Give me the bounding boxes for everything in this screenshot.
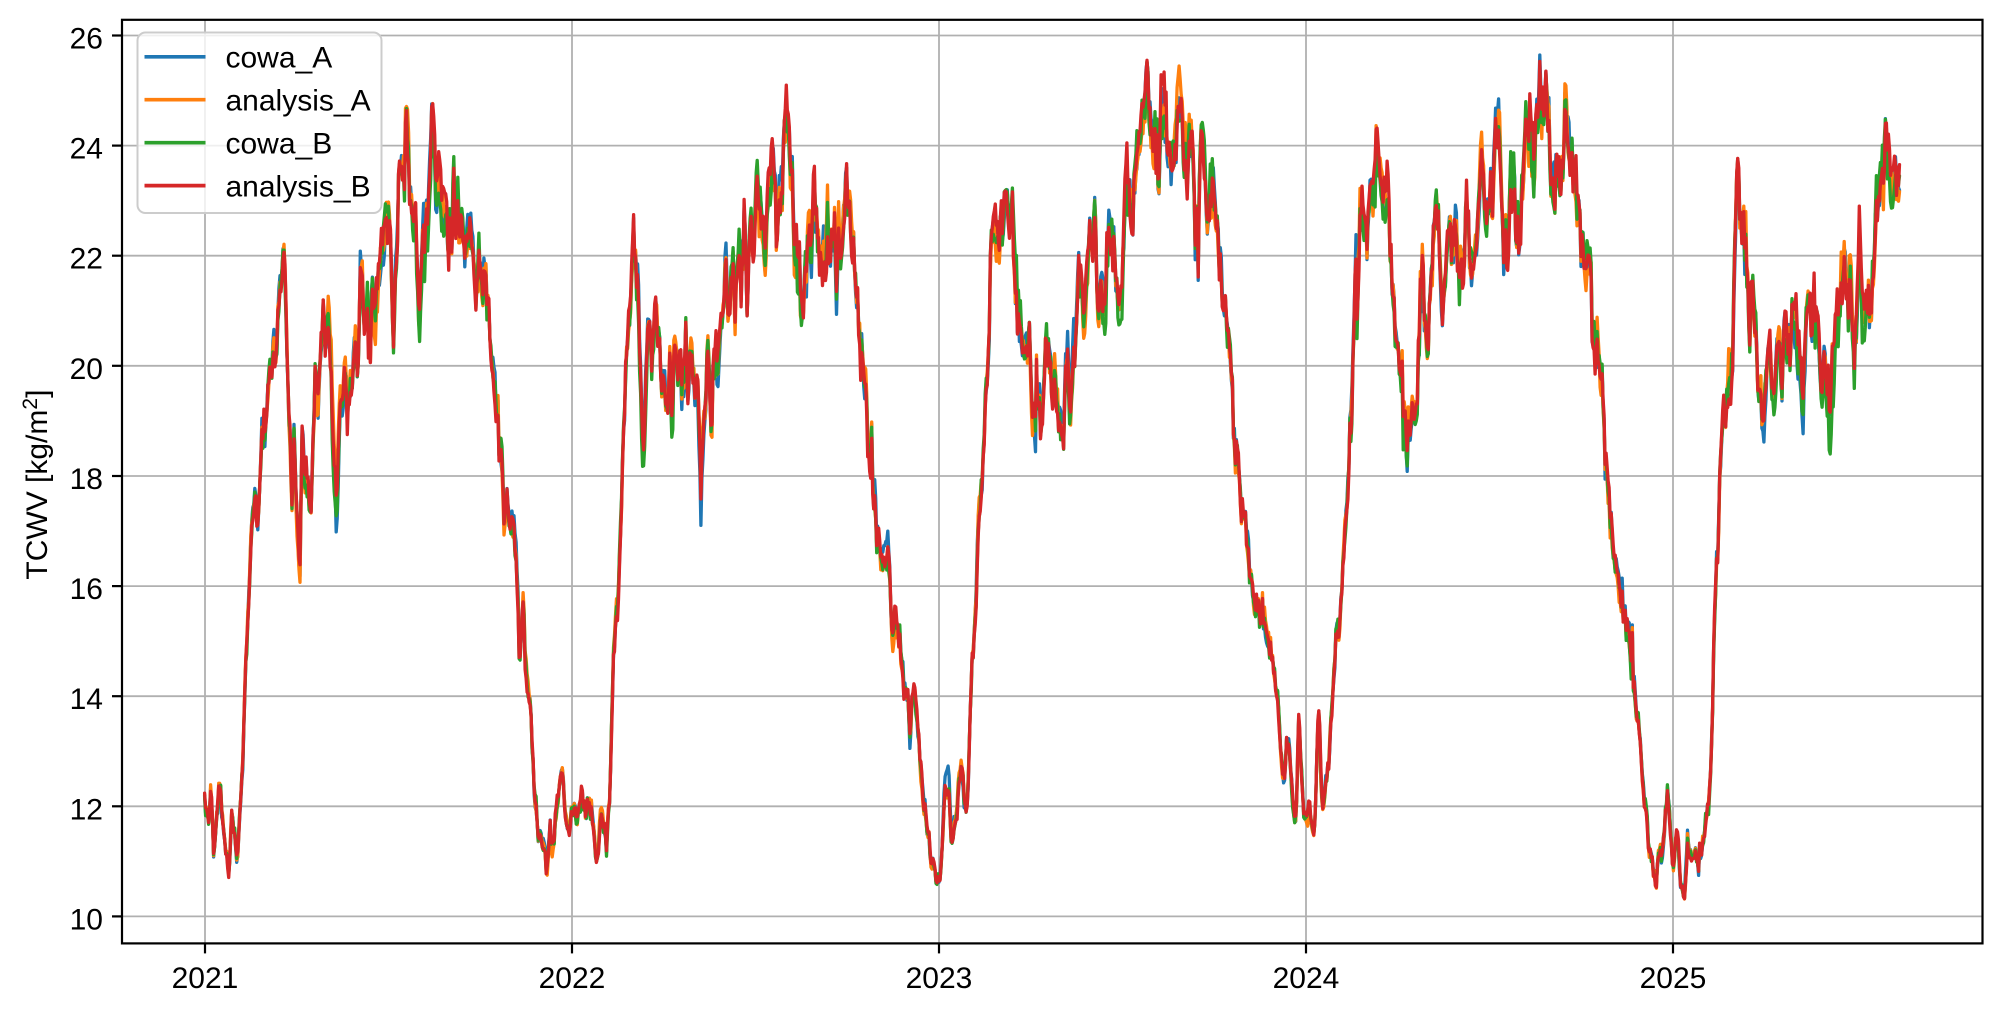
svg-text:2023: 2023 bbox=[906, 962, 973, 995]
svg-text:14: 14 bbox=[70, 683, 103, 716]
svg-text:2025: 2025 bbox=[1640, 962, 1707, 995]
svg-text:2022: 2022 bbox=[539, 962, 606, 995]
svg-text:18: 18 bbox=[70, 463, 103, 496]
svg-text:analysis_A: analysis_A bbox=[226, 85, 371, 118]
svg-text:cowa_B: cowa_B bbox=[226, 128, 333, 161]
svg-text:2024: 2024 bbox=[1273, 962, 1340, 995]
svg-text:cowa_A: cowa_A bbox=[226, 42, 333, 75]
svg-text:10: 10 bbox=[70, 903, 103, 936]
svg-text:analysis_B: analysis_B bbox=[226, 171, 371, 204]
svg-text:24: 24 bbox=[70, 133, 103, 166]
svg-text:16: 16 bbox=[70, 573, 103, 606]
svg-text:20: 20 bbox=[70, 353, 103, 386]
svg-text:2021: 2021 bbox=[172, 962, 239, 995]
svg-text:12: 12 bbox=[70, 793, 103, 826]
svg-text:22: 22 bbox=[70, 243, 103, 276]
svg-text:TCWV [kg/m2]: TCWV [kg/m2] bbox=[19, 390, 54, 580]
svg-text:26: 26 bbox=[70, 23, 103, 56]
